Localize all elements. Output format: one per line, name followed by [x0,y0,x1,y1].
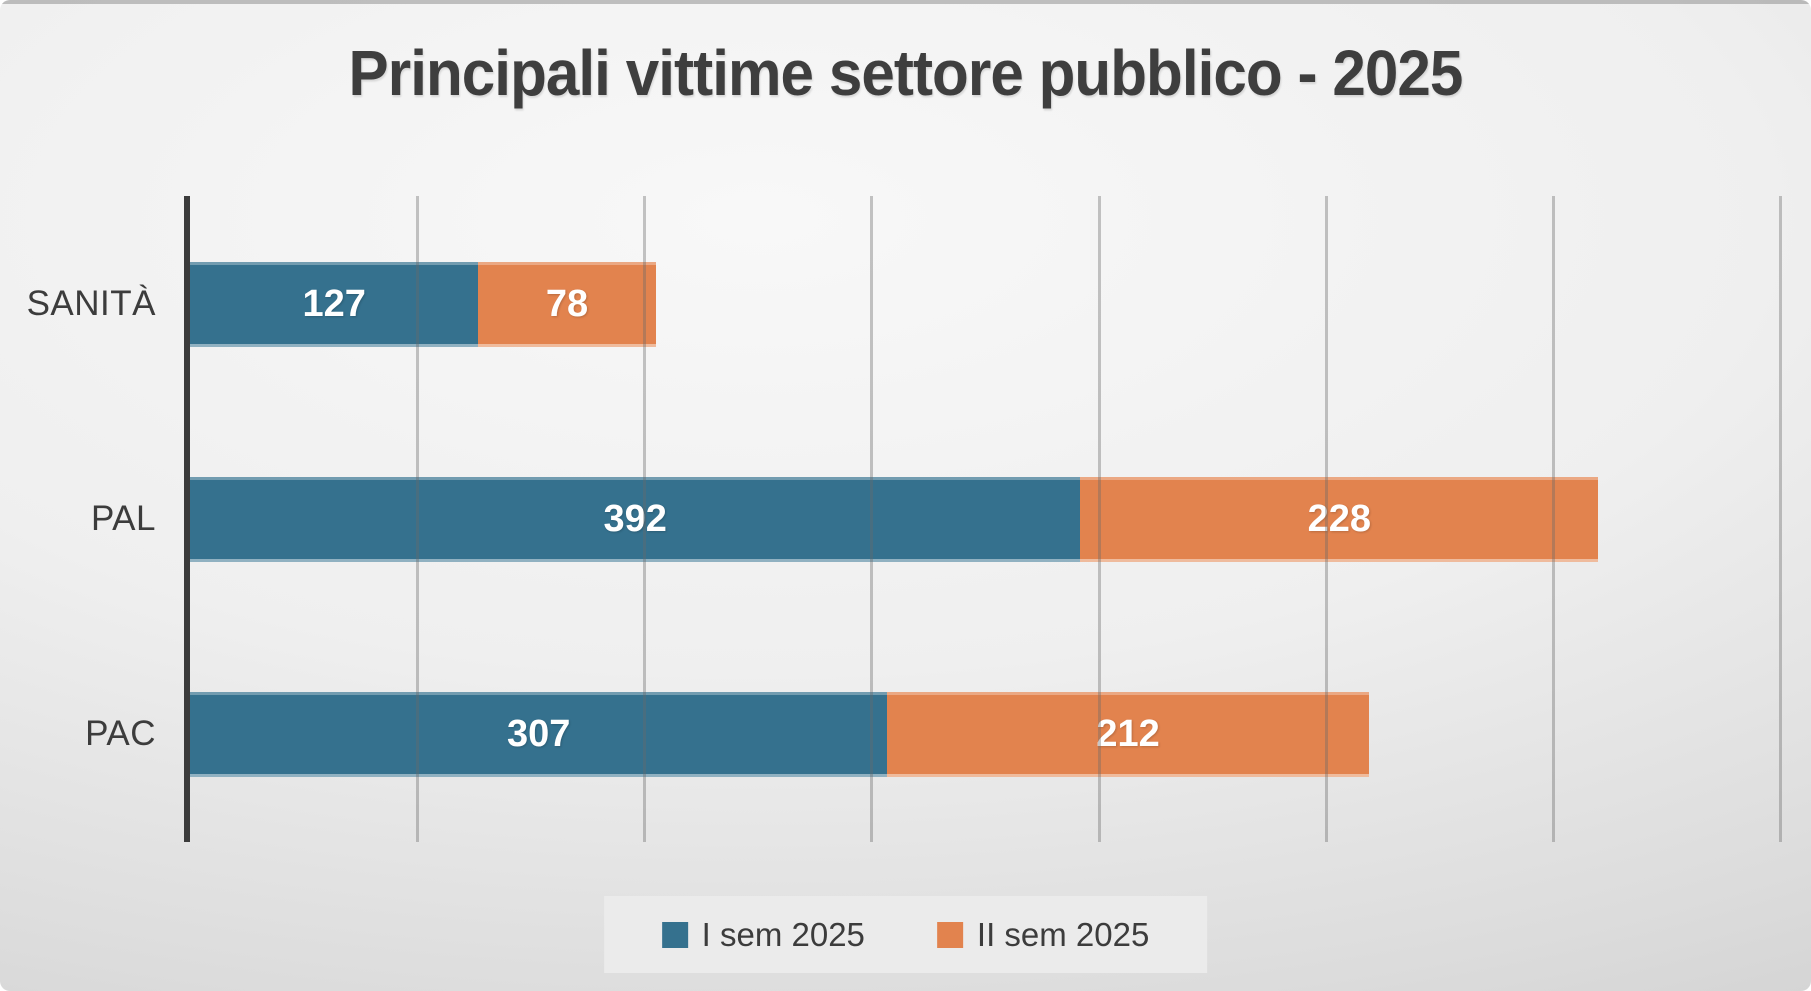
stacked-bar: 307 212 [190,692,1369,778]
category-label: SANITÀ [26,283,156,323]
bar-rows: 127 78 392 228 307 212 [190,196,1780,842]
legend-item: II sem 2025 [936,915,1150,954]
bar-segment: 212 [887,692,1369,778]
bar-row: 307 212 [190,627,1780,842]
value-label: 212 [1096,713,1160,756]
bar-row: 127 78 [190,196,1780,411]
value-label: 78 [545,282,589,325]
value-label: 392 [603,497,667,540]
legend-label: I sem 2025 [701,915,865,953]
value-label: 307 [506,713,571,756]
bar-segment: 127 [190,261,479,347]
stacked-bar: 127 78 [190,261,656,347]
legend: I sem 2025 II sem 2025 [603,896,1208,973]
category-label: PAC [85,714,156,754]
bar-segment: 307 [190,692,888,778]
bar-segment: 228 [1080,476,1599,562]
bar-segment: 78 [478,261,656,347]
legend-swatch [661,921,688,948]
y-axis-line [184,196,190,842]
legend-item: I sem 2025 [661,915,865,954]
chart-title: Principali vittime settore pubblico - 20… [348,37,1464,109]
bar-row: 392 228 [190,411,1780,626]
category-label: PAL [90,498,156,538]
plot-area: 127 78 392 228 307 212 [184,196,1782,842]
stacked-bar: 392 228 [190,476,1599,562]
value-label: 127 [302,282,366,325]
legend-swatch [936,921,963,948]
legend-label: II sem 2025 [976,915,1150,953]
category-axis-labels: SANITÀ PAL PAC [0,196,162,842]
bar-segment: 392 [190,476,1081,562]
value-label: 228 [1307,497,1372,540]
